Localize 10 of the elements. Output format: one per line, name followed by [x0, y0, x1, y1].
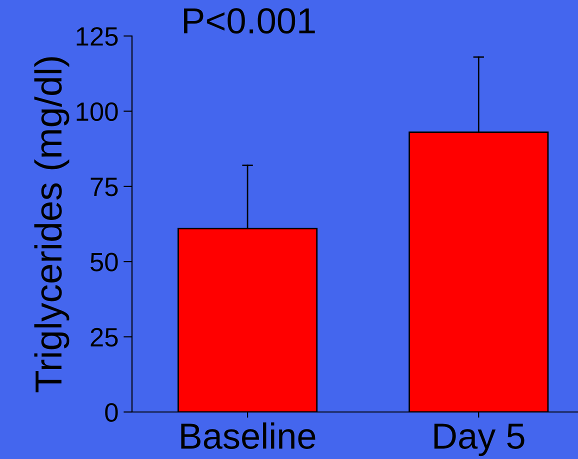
y-tick-label: 50: [90, 252, 118, 272]
y-tick-label: 75: [90, 178, 118, 196]
y-tick-label: 125: [76, 27, 118, 46]
y-axis-title: Triglycerides (mg/dl): [34, 57, 70, 392]
x-tick-label: Day 5: [434, 424, 524, 456]
y-tick-label: 25: [90, 328, 118, 347]
y-tick-label: 0: [105, 403, 118, 422]
x-tick-label: Baseline: [181, 422, 316, 449]
chart-title: P<0.001: [184, 8, 315, 34]
y-tick-label: 100: [76, 102, 118, 122]
